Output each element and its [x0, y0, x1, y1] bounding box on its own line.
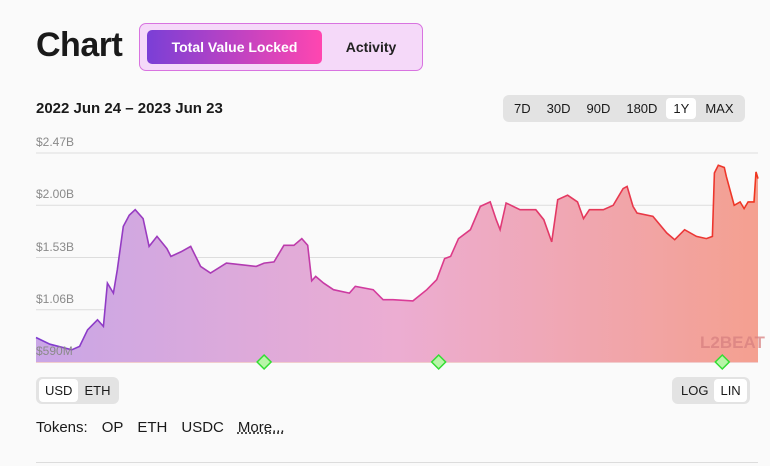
token-eth[interactable]: ETH	[137, 419, 168, 436]
tvl-line	[35, 164, 759, 351]
scale-toggle: LOG LIN	[672, 377, 750, 404]
currency-toggle: USD ETH	[36, 377, 120, 404]
date-range: 2022 Jun 24 – 2023 Jun 23	[36, 100, 223, 117]
range-30d[interactable]: 30D	[546, 101, 571, 116]
range-180d[interactable]: 180D	[626, 101, 658, 116]
y-tick-label: $2.47B	[36, 135, 75, 149]
divider	[36, 462, 758, 463]
range-1y[interactable]: 1Y	[666, 98, 697, 119]
milestone-marker[interactable]	[256, 353, 273, 371]
range-90d[interactable]: 90D	[586, 101, 611, 116]
tvl-area	[36, 165, 758, 362]
range-max[interactable]: MAX	[705, 101, 734, 116]
chart-type-toggle: Total Value Locked Activity	[139, 23, 423, 71]
milestone-marker[interactable]	[714, 353, 731, 371]
scale-lin[interactable]: LIN	[714, 379, 747, 402]
tab-total-value-locked[interactable]: Total Value Locked	[147, 30, 322, 64]
y-tick-label: $590M	[36, 344, 73, 358]
time-range-selector: 7D 30D 90D 180D 1Y MAX	[503, 95, 745, 122]
tokens-label: Tokens:	[36, 419, 88, 436]
y-tick-label: $1.53B	[36, 239, 75, 254]
l2beat-watermark-logo: L2BEAT	[700, 333, 765, 352]
tokens-more-link[interactable]: More...	[237, 419, 285, 436]
page-title: Chart	[36, 26, 123, 64]
token-usdc[interactable]: USDC	[181, 419, 224, 436]
y-tick-label: $1.06B	[36, 291, 75, 306]
currency-eth[interactable]: ETH	[84, 383, 111, 398]
scale-log[interactable]: LOG	[681, 383, 709, 398]
milestone-marker[interactable]	[430, 353, 447, 371]
token-op[interactable]: OP	[101, 419, 124, 436]
currency-usd[interactable]: USD	[39, 379, 79, 402]
range-7d[interactable]: 7D	[514, 101, 531, 116]
tokens-list: Tokens: OP ETH USDC More...	[36, 419, 285, 436]
y-tick-label: $2.00B	[36, 187, 75, 202]
tab-activity[interactable]: Activity	[345, 39, 397, 55]
